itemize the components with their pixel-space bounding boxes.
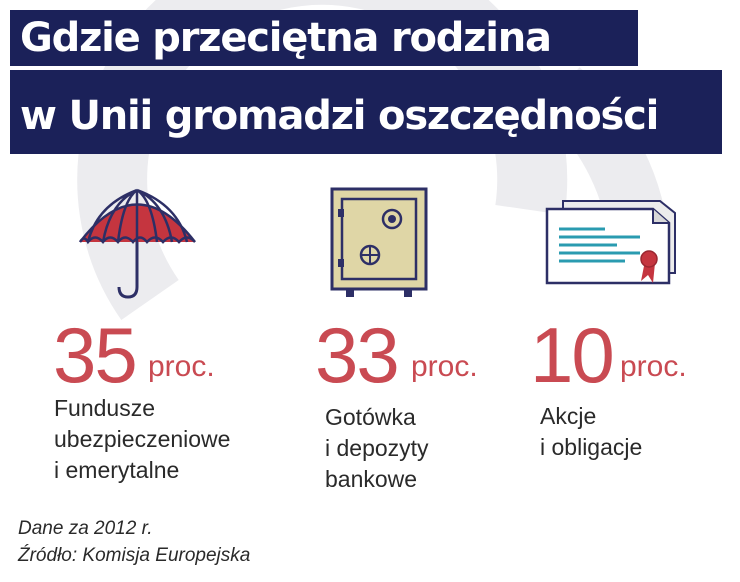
label-akcje: Akcje i obligacje [540,403,643,460]
umbrella-icon [78,188,196,299]
value-fundusze: 35 [53,311,138,399]
page-title-line-2: w Unii gromadzi oszczędności [10,70,722,154]
label-fundusze: Fundusze ubezpieczeniowe i emerytalne [54,395,231,483]
unit-akcje: proc. [620,350,687,383]
unit-gotowka: proc. [411,350,478,383]
label-gotowka: Gotówka i depozyty bankowe [325,404,429,492]
value-gotowka: 33 [315,311,400,399]
certificate-icon [545,200,676,285]
safe-icon [330,187,428,297]
page-title-line-1: Gdzie przeciętna rodzina [10,10,638,66]
source-note: Źródło: Komisja Europejska [18,545,251,566]
value-akcje: 10 [530,311,615,399]
data-year-note: Dane za 2012 r. [18,518,153,539]
unit-fundusze: proc. [148,350,215,383]
